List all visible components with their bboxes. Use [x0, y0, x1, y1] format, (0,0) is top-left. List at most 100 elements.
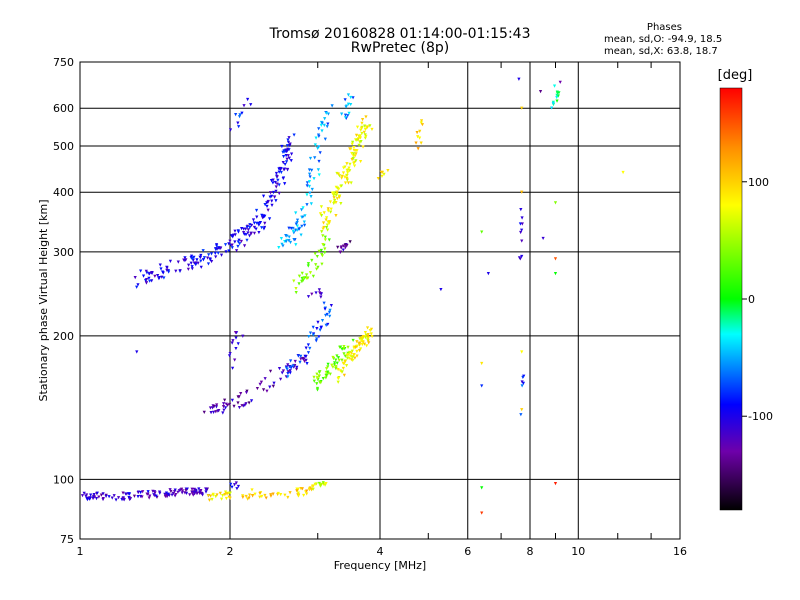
- echo-point: [354, 149, 358, 153]
- echo-point: [195, 491, 200, 495]
- colorbar-tick-label: 100: [748, 176, 769, 189]
- echo-point: [244, 227, 248, 231]
- echo-point: [267, 217, 272, 221]
- echo-point: [249, 399, 254, 403]
- y-tick-label: 400: [53, 186, 74, 199]
- phase-stats-heading: Phases: [646, 22, 682, 33]
- echo-point: [124, 492, 128, 496]
- echo-point: [250, 488, 254, 492]
- echo-point: [322, 225, 326, 230]
- echo-point: [296, 354, 301, 358]
- echo-point: [243, 403, 247, 407]
- echo-point: [300, 224, 304, 228]
- echo-point: [366, 338, 370, 342]
- echo-point: [348, 240, 352, 244]
- echo-point: [323, 251, 327, 255]
- echo-point: [189, 261, 193, 265]
- echo-point: [486, 272, 490, 276]
- echo-point: [271, 384, 275, 388]
- echo-point: [254, 208, 259, 213]
- echo-point: [161, 270, 165, 274]
- echo-point: [286, 495, 290, 500]
- echo-point: [234, 249, 239, 253]
- echo-point: [294, 286, 298, 291]
- echo-point: [242, 244, 247, 248]
- echo-point: [345, 162, 349, 166]
- echo-point: [343, 359, 347, 364]
- echo-point: [279, 377, 283, 381]
- echo-point: [416, 147, 420, 151]
- echo-point: [315, 267, 319, 271]
- echo-point: [315, 327, 319, 331]
- echo-point: [359, 339, 364, 343]
- echo-point: [355, 349, 359, 354]
- echo-point: [343, 246, 348, 250]
- echo-point: [204, 490, 208, 494]
- echo-point: [289, 159, 293, 163]
- echo-point: [186, 267, 190, 271]
- echo-point: [222, 408, 226, 412]
- echo-point: [337, 195, 341, 200]
- echo-point: [517, 77, 521, 81]
- echo-point: [303, 223, 307, 227]
- echo-point: [101, 492, 105, 496]
- echo-point: [307, 184, 311, 189]
- echo-point: [340, 176, 344, 180]
- echo-point: [227, 242, 231, 246]
- echo-point: [553, 201, 558, 205]
- echo-point: [276, 178, 280, 182]
- echo-point: [319, 381, 323, 385]
- echo-point: [352, 353, 356, 357]
- echo-point: [357, 143, 361, 147]
- echo-point: [308, 156, 313, 161]
- echo-point: [215, 403, 219, 407]
- echo-point: [318, 291, 322, 295]
- echo-point: [336, 186, 340, 190]
- echo-point: [314, 291, 318, 295]
- echo-point: [359, 139, 363, 144]
- echo-point: [348, 147, 352, 151]
- echo-point: [217, 246, 221, 250]
- echo-point: [97, 495, 101, 499]
- echo-point: [200, 493, 205, 497]
- echo-point: [127, 492, 131, 496]
- echo-point: [352, 145, 356, 150]
- echo-point: [314, 339, 318, 343]
- echo-point: [237, 125, 241, 129]
- echo-point: [415, 131, 419, 135]
- echo-point: [341, 248, 345, 252]
- echo-point: [135, 350, 139, 354]
- echo-point: [194, 263, 198, 267]
- echo-point: [309, 195, 313, 199]
- echo-point: [255, 386, 260, 391]
- echo-point: [101, 497, 105, 502]
- echo-point: [363, 127, 367, 132]
- echo-point: [305, 362, 309, 366]
- echo-point: [304, 346, 308, 350]
- echo-point: [332, 196, 336, 200]
- echo-point: [358, 136, 363, 140]
- echo-point: [323, 307, 327, 311]
- echo-point: [219, 497, 224, 501]
- echo-point: [364, 335, 368, 340]
- echo-point: [330, 104, 334, 108]
- echo-point: [228, 496, 232, 500]
- echo-point: [334, 214, 338, 218]
- echo-point: [218, 491, 222, 495]
- echo-point: [336, 172, 341, 176]
- echo-point: [254, 227, 258, 231]
- echo-point: [329, 207, 333, 211]
- echo-point: [163, 492, 167, 496]
- echo-point: [246, 97, 250, 102]
- echo-point: [250, 494, 255, 498]
- x-tick-label: 8: [527, 545, 534, 558]
- echo-point: [380, 174, 384, 178]
- echo-point: [363, 331, 367, 335]
- echo-point: [112, 494, 116, 498]
- echo-point: [326, 209, 330, 213]
- echo-point: [236, 121, 240, 125]
- echo-point: [326, 122, 330, 126]
- echo-point: [520, 380, 524, 384]
- chart-subtitle: RwPretec (8p): [350, 40, 450, 56]
- echo-point: [277, 191, 281, 196]
